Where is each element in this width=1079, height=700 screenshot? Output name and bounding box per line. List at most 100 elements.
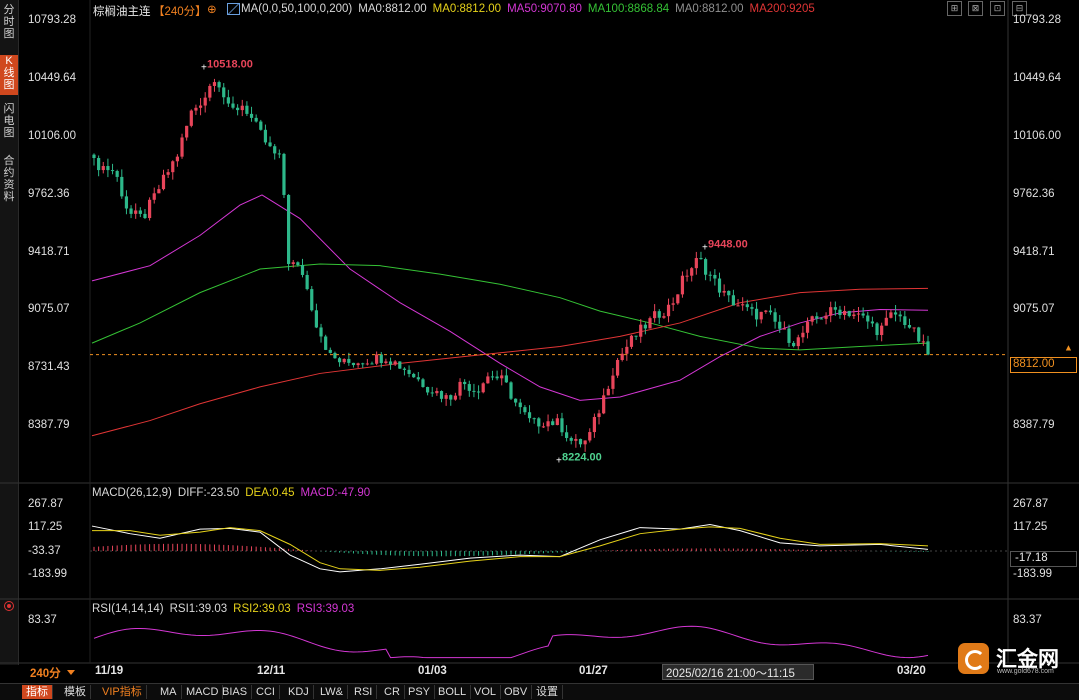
tab-flash[interactable]: 闪电图 — [3, 103, 15, 139]
candle-body — [115, 171, 119, 177]
candle-body — [398, 361, 402, 369]
price-tick-right: 9075.07 — [1013, 303, 1055, 315]
indicator-tab[interactable]: OBV — [500, 685, 533, 699]
price-tick-left: 8731.43 — [28, 361, 70, 373]
time-tick: 01/27 — [579, 665, 608, 677]
split-view-icon[interactable]: ⊡ — [990, 1, 1005, 16]
candle-body — [880, 325, 884, 336]
price-tick-left: 10793.28 — [28, 14, 76, 26]
macd-tick-right: 267.87 — [1013, 498, 1049, 510]
indicator-tab[interactable]: KDJ — [284, 685, 314, 699]
indicator-tab[interactable]: PSY — [404, 685, 436, 699]
candle-body — [407, 369, 411, 374]
indicator-tab[interactable]: VIP指标 — [98, 685, 147, 699]
price-tick-right: 8387.79 — [1013, 419, 1055, 431]
indicator-tab[interactable]: 指标 — [22, 685, 53, 699]
candle-body — [699, 258, 703, 260]
rsi-line — [93, 625, 929, 659]
candle-body — [212, 82, 217, 86]
candle-body — [171, 161, 175, 173]
close-panel-icon[interactable]: ⊠ — [968, 1, 983, 16]
candle-body — [347, 358, 351, 363]
indicator-tab[interactable]: CCI — [252, 685, 280, 699]
chart-type-icon[interactable] — [227, 3, 240, 15]
candle-body — [236, 107, 240, 111]
candle-body — [866, 315, 870, 322]
candle-body — [870, 321, 874, 324]
candle-body — [134, 210, 138, 214]
candle-body — [254, 117, 258, 122]
period-indicator[interactable]: 240分 — [30, 668, 61, 680]
candle-body — [310, 289, 314, 311]
indicator-tab[interactable]: BOLL — [434, 685, 472, 699]
settings-icon[interactable]: ⊕ — [207, 4, 217, 16]
indicator-tab[interactable]: BIAS — [218, 685, 253, 699]
tab-contract-info[interactable]: 合约资料 — [3, 155, 15, 203]
candle-body — [583, 440, 587, 445]
candle-body — [453, 395, 457, 400]
candle-body — [263, 129, 268, 143]
candle-body — [430, 392, 434, 394]
indicator-tab[interactable]: 模板 — [60, 685, 91, 699]
candle-body — [606, 388, 610, 396]
macd-current-box: -17.18 — [1010, 551, 1077, 567]
price-tick-left: 9762.36 — [28, 188, 70, 200]
high-annotation: 10518.00 — [207, 58, 253, 70]
period-label[interactable]: 【240分】 — [153, 6, 207, 18]
candle-body — [541, 426, 546, 428]
indicator-tab-bar: 指标 模板 VIP指标 MA MACD BIAS CCI KDJ LW& RSI CR PSY BOLL… — [0, 683, 1079, 700]
candle-body — [912, 327, 916, 329]
candle-body — [847, 310, 851, 317]
tab-kline[interactable]: K线图 — [0, 55, 18, 95]
candle-body — [588, 432, 592, 441]
candle-body — [393, 361, 397, 365]
legend-item: MACD(26,12,9) — [92, 487, 172, 499]
candle-body — [481, 383, 485, 393]
grid-icon[interactable]: ⊞ — [947, 1, 962, 16]
symbol-name: 棕榈油主连 — [93, 6, 151, 18]
candle-body — [509, 382, 513, 399]
layout-icon[interactable]: ⊟ — [1012, 1, 1027, 16]
candle-body — [917, 327, 921, 342]
macd-tick-right: -183.99 — [1013, 568, 1053, 580]
price-tick-right: 10106.00 — [1013, 130, 1061, 142]
candle-body — [782, 328, 786, 330]
candle-body — [319, 327, 323, 337]
indicator-tab[interactable]: MA — [156, 685, 182, 699]
indicator-tab[interactable]: MACD — [182, 685, 224, 699]
logo-url: www.gold678.com — [997, 668, 1054, 675]
indicator-tab[interactable]: VOL — [470, 685, 502, 699]
candle-body — [694, 258, 698, 269]
candle-body — [268, 142, 272, 147]
candle-body — [504, 375, 508, 383]
candle-body — [106, 166, 110, 171]
rsi-tick-left: 83.37 — [28, 614, 57, 626]
record-icon[interactable] — [4, 601, 14, 611]
candle-body — [546, 421, 550, 427]
candle-body — [500, 375, 504, 379]
legend-item: MA(0,0,50,100,0,200) — [241, 3, 353, 15]
candle-body — [773, 312, 777, 322]
indicator-tab[interactable]: CR — [380, 685, 405, 699]
period-arrow-icon[interactable] — [67, 670, 75, 675]
macd-tick-right: 117.25 — [1013, 521, 1048, 533]
candle-body — [778, 321, 782, 329]
candle-body — [671, 303, 675, 305]
tab-timeshare[interactable]: 分时图 — [3, 4, 15, 40]
candle-body — [342, 358, 346, 363]
candle-body — [708, 274, 712, 276]
candle-body — [815, 316, 819, 319]
candle-body — [884, 317, 888, 326]
candle-body — [166, 172, 170, 175]
candle-body — [324, 336, 328, 350]
candle-body — [435, 391, 439, 394]
candle-body — [856, 313, 861, 315]
indicator-tab[interactable]: 设置 — [532, 685, 563, 699]
macd-legend: MACD(26,12,9) DIFF:-23.50 DEA:0.45 MACD:-47… — [92, 487, 376, 499]
candle-body — [476, 391, 481, 393]
candle-body — [921, 341, 925, 343]
indicator-tab[interactable]: LW& — [316, 685, 349, 699]
indicator-tab[interactable]: RSI — [350, 685, 378, 699]
candle-body — [829, 307, 833, 316]
